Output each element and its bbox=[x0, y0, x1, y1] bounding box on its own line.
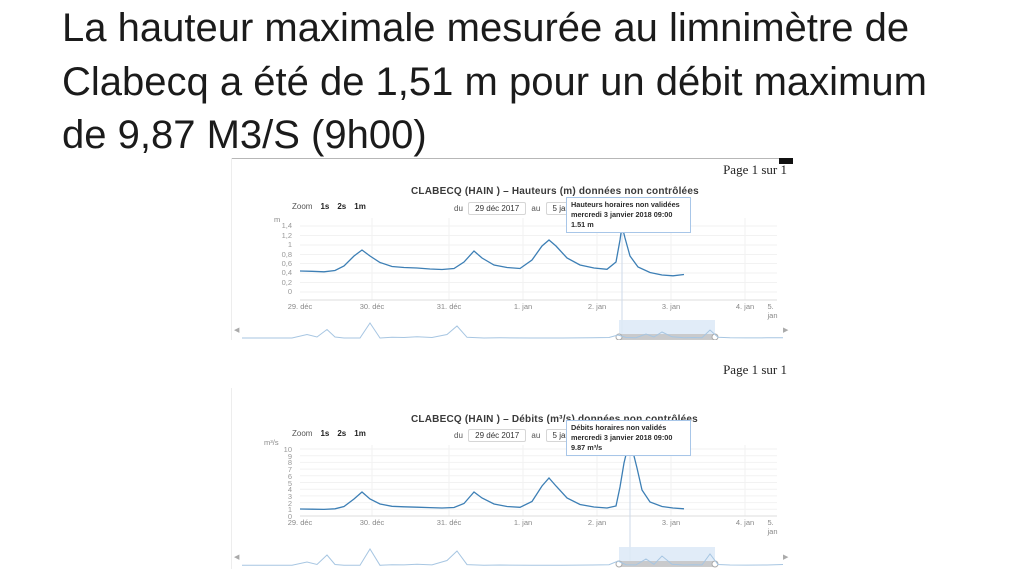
svg-text:▶: ▶ bbox=[783, 554, 789, 561]
svg-text:◀: ◀ bbox=[234, 554, 240, 561]
svg-text:◀: ◀ bbox=[234, 327, 240, 334]
svg-text:▶: ▶ bbox=[783, 327, 789, 334]
